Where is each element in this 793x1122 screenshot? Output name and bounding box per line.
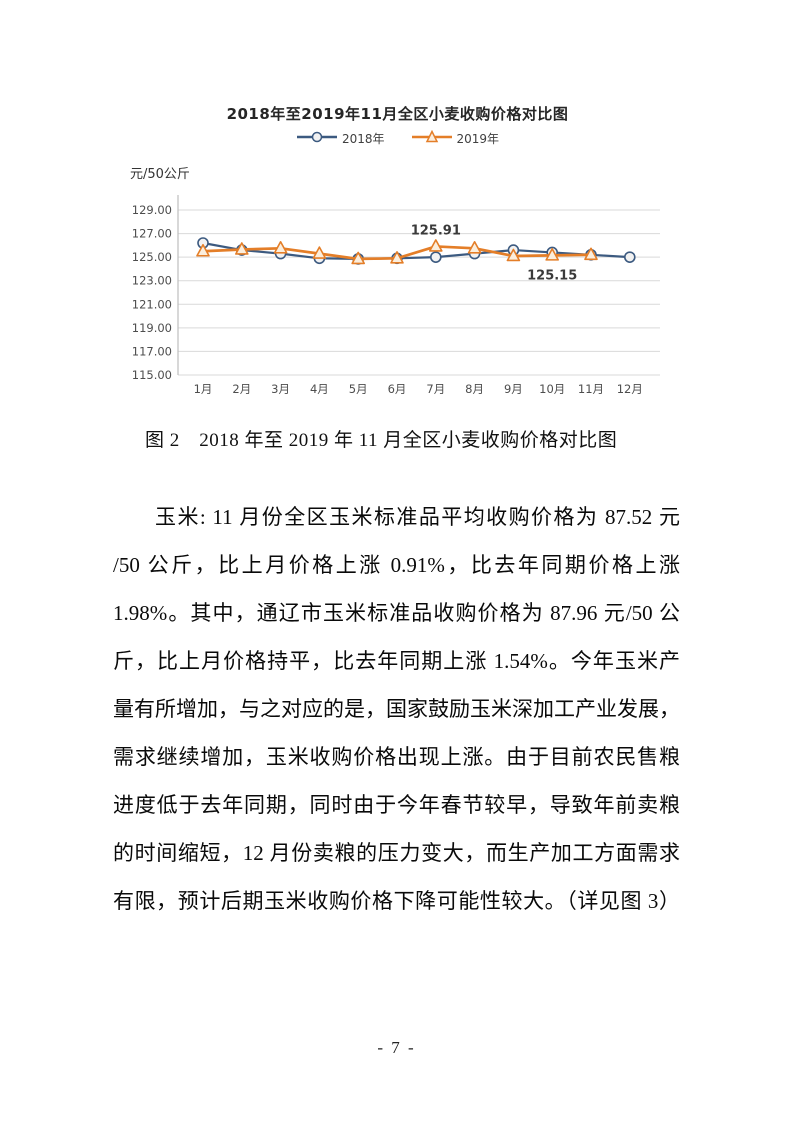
paragraph-line: 斤，比上月价格持平，比去年同期上涨 1.54%。今年玉米产 <box>113 649 680 673</box>
svg-text:121.00: 121.00 <box>132 297 172 311</box>
paragraph-line: 进度低于去年同期，同时由于今年春节较早，导致年前卖粮 <box>113 793 680 817</box>
price-chart-plot: 129.00 127.00 125.00 123.00 121.00 119.00 117.… <box>132 195 660 396</box>
svg-text:2月: 2月 <box>232 382 251 396</box>
svg-text:11月: 11月 <box>578 382 604 396</box>
svg-text:129.00: 129.00 <box>132 203 172 217</box>
page-number: - 7 - <box>377 1038 416 1057</box>
svg-text:119.00: 119.00 <box>132 321 172 335</box>
chart-title: 2018年至2019年11月全区小麦收购价格对比图 <box>226 105 569 123</box>
paragraph-line: 1.98%。其中，通辽市玉米标准品收购价格为 87.96 元/50 公 <box>113 601 680 625</box>
paragraph-line: 有限，预计后期玉米收购价格下降可能性较大。（详见图 3） <box>113 889 680 913</box>
svg-text:127.00: 127.00 <box>132 227 172 241</box>
svg-text:1月: 1月 <box>194 382 213 396</box>
svg-text:115.00: 115.00 <box>132 368 172 382</box>
paragraph-line: 的时间缩短，12 月份卖粮的压力变大，而生产加工方面需求 <box>113 841 680 865</box>
svg-text:125.00: 125.00 <box>132 250 172 264</box>
body-paragraph: 玉米: 11 月份全区玉米标准品平均收购价格为 87.52 元 /50 公斤，比… <box>113 493 680 925</box>
svg-text:125.91: 125.91 <box>411 223 461 238</box>
svg-text:10月: 10月 <box>539 382 565 396</box>
series-2019年 <box>196 239 598 265</box>
svg-text:123.00: 123.00 <box>132 274 172 288</box>
gridlines: 129.00 127.00 125.00 123.00 121.00 119.00 117.… <box>132 203 660 382</box>
svg-text:9月: 9月 <box>504 382 523 396</box>
svg-text:4月: 4月 <box>310 382 329 396</box>
svg-text:8月: 8月 <box>465 382 484 396</box>
legend-label-2018: 2018年 <box>341 131 385 146</box>
svg-text:3月: 3月 <box>271 382 290 396</box>
svg-text:5月: 5月 <box>349 382 368 396</box>
svg-text:7月: 7月 <box>426 382 445 396</box>
chart-unit-label: 元/50公斤 <box>130 167 190 182</box>
line-circle-marker-icon <box>296 129 338 148</box>
paragraph-line: 量有所增加，与之对应的是，国家鼓励玉米深加工产业发展， <box>113 697 680 721</box>
line-triangle-marker-icon <box>411 129 453 148</box>
legend-label-2019: 2019年 <box>456 131 500 146</box>
paragraph-line: 玉米: 11 月份全区玉米标准品平均收购价格为 87.52 元 <box>155 505 680 529</box>
paragraph-line: /50 公斤，比上月价格上涨 0.91%，比去年同期价格上涨 <box>113 553 680 577</box>
svg-text:6月: 6月 <box>388 382 407 396</box>
svg-text:12月: 12月 <box>617 382 643 396</box>
svg-text:117.00: 117.00 <box>132 344 172 358</box>
legend-item-2019: 2019年 <box>411 129 500 148</box>
figure-caption: 图 2 2018 年至 2019 年 11 月全区小麦收购价格对比图 <box>145 430 618 451</box>
wheat-price-chart-figure: 2018年至2019年11月全区小麦收购价格对比图 2018年 2019年 元/… <box>130 103 665 408</box>
chart-legend: 2018年 2019年 <box>130 129 665 147</box>
series-2018年 <box>197 237 636 265</box>
paragraph-line: 需求继续增加，玉米收购价格出现上涨。由于目前农民售粮 <box>113 745 680 769</box>
svg-text:125.15: 125.15 <box>527 268 577 283</box>
legend-item-2018: 2018年 <box>296 129 385 148</box>
